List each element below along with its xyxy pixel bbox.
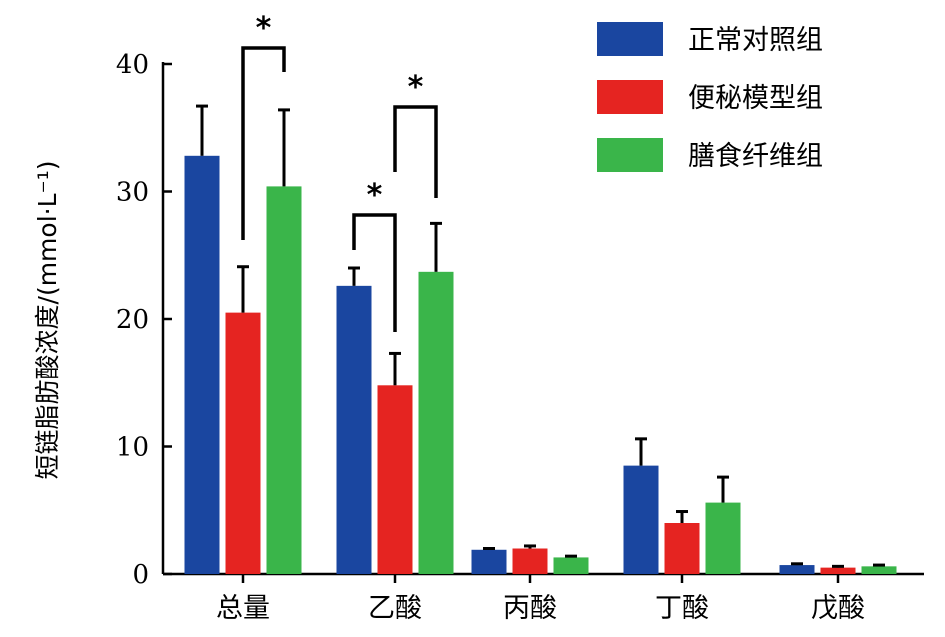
legend-label: 膳食纤维组	[688, 141, 823, 172]
bar	[225, 312, 261, 574]
x-category-label: 总量	[216, 593, 270, 624]
legend-swatch	[597, 80, 663, 114]
significance-star: *	[408, 70, 424, 105]
bar	[336, 285, 372, 574]
bar	[553, 557, 589, 574]
bar	[512, 548, 548, 574]
y-axis-label: 短链脂肪酸浓度/(mmol·L⁻¹)	[33, 161, 62, 480]
legend-label: 便秘模型组	[688, 83, 823, 114]
bar	[184, 155, 220, 575]
bars	[184, 104, 897, 575]
bar	[266, 186, 302, 574]
legend-label: 正常对照组	[688, 25, 823, 56]
y-tick-label: 40	[116, 50, 149, 80]
legend-swatch	[597, 138, 663, 172]
x-category-label: 乙酸	[368, 593, 422, 624]
bar	[861, 566, 897, 574]
significance-bracket	[352, 213, 397, 332]
significance-brackets: * * *	[241, 11, 438, 332]
y-tick-label: 0	[132, 560, 149, 590]
x-category-label: 丙酸	[503, 593, 557, 624]
x-category-label: 戊酸	[811, 593, 865, 624]
significance-bracket	[241, 46, 286, 240]
y-tick-label: 30	[116, 178, 149, 208]
significance-bracket	[393, 105, 438, 198]
bar	[418, 271, 454, 574]
y-tick-label: 10	[116, 433, 149, 463]
y-tick-label: 20	[116, 305, 149, 335]
significance-star: *	[367, 178, 383, 213]
bar	[705, 502, 741, 574]
legend-swatch	[597, 22, 663, 56]
bar	[377, 385, 413, 574]
bar	[471, 549, 507, 574]
significance-star: *	[256, 11, 272, 46]
bar	[779, 565, 815, 574]
bar	[664, 523, 700, 574]
bar	[623, 465, 659, 574]
axes: 0 10 20 30 40 总量 乙酸 丙酸 丁酸 戊酸	[116, 50, 924, 624]
x-category-label: 丁酸	[655, 593, 709, 624]
bar	[820, 567, 856, 574]
